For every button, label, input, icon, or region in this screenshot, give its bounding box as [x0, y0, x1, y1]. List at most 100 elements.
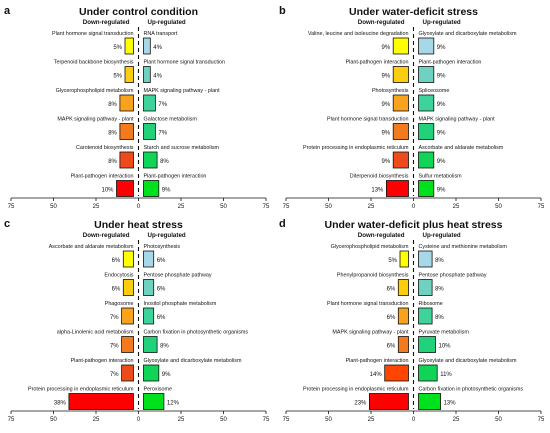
- panel-c-down-bar: [68, 393, 134, 410]
- panel-d-down-header: Down-regulated: [358, 232, 405, 239]
- panel-c-up-label: Photosynthesis: [144, 244, 181, 250]
- panel-c-down-label: Protein processing in endoplasmic reticu…: [28, 387, 134, 393]
- panel-d-down-label: Glycerophospholipid metabolism: [331, 244, 409, 250]
- panel-d-up-pct: 8%: [435, 315, 444, 321]
- panel-c-title: Under heat stress: [94, 219, 183, 231]
- panel-a-down-header: Down-regulated: [83, 19, 130, 26]
- panel-d-down-label: Plant-pathogen interaction: [346, 358, 409, 364]
- panel-c-up-pct: 6%: [157, 258, 166, 264]
- panel-c-up-bar: [143, 279, 155, 296]
- panel-a-down-pct: 10%: [101, 188, 114, 194]
- panel-a-down-pct: 8%: [108, 159, 117, 165]
- panel-d-up-header: Up-regulated: [423, 232, 461, 239]
- panel-a-down-bar: [124, 66, 134, 83]
- panel-d-letter: d: [279, 218, 286, 230]
- panel-c-up-header: Up-regulated: [148, 232, 186, 239]
- panel-d-down-bar: [399, 250, 409, 268]
- panel-b-down-bar: [392, 151, 409, 169]
- panel-d-up-label: Pentose phosphate pathway: [419, 273, 487, 279]
- panel-d-down-label: Phenylpropanoid biosynthesis: [337, 273, 409, 279]
- panel-b-down-bar: [392, 66, 409, 83]
- panel-a-up-label: MAPK signaling pathway - plant: [144, 88, 221, 94]
- panel-b-up-pct: 9%: [437, 159, 446, 165]
- panel-c-down-pct: 7%: [110, 315, 119, 321]
- panel-b-down-label: Protein processing in endoplasmic reticu…: [303, 145, 409, 151]
- panel-a-down-label: MAPK signaling pathway - plant: [57, 117, 134, 123]
- panel-b-up-header: Up-regulated: [423, 19, 461, 26]
- panel-a-up-bar: [143, 180, 160, 197]
- panel-c-up-pct: 6%: [157, 315, 166, 321]
- panel-b-up-label: Plant-pathogen interaction: [419, 60, 482, 66]
- panel-c-down-label: Plant-pathogen interaction: [71, 358, 134, 364]
- panel-c-up-bar: [143, 364, 160, 382]
- panel-b-down-pct: 9%: [382, 45, 391, 51]
- panel-b-up-pct: 9%: [437, 102, 446, 108]
- panel-d-up-pct: 11%: [440, 372, 452, 378]
- panel-b-down-pct: 9%: [382, 131, 391, 137]
- panel-a-x-tick-label: 75: [263, 204, 270, 210]
- panel-b-up-bar: [418, 180, 435, 197]
- panel-d-up-label: Carbon fixation in photosynthetic organi…: [419, 387, 524, 393]
- panel-d-up-bar: [418, 336, 436, 353]
- panel-c-down-pct: 6%: [112, 258, 121, 264]
- panel-b-x-tick-label: 75: [538, 204, 545, 210]
- panel-d-down-bar: [397, 307, 409, 325]
- panel-a-down-pct: 5%: [113, 74, 122, 80]
- panel-c-up-label: Pentose phosphate pathway: [144, 273, 212, 279]
- panel-a-title: Under control condition: [79, 6, 198, 18]
- panel-c-down-bar: [121, 307, 134, 325]
- panel-b-up-pct: 9%: [437, 45, 446, 51]
- panel-d-up-label: Cysteine and methionine metabolism: [419, 244, 508, 250]
- panel-a-up-pct: 4%: [153, 74, 162, 80]
- panel-d-up-pct: 8%: [435, 287, 444, 293]
- panel-a-down-label: Terpenoid backbone biosynthesis: [54, 60, 134, 66]
- panel-b-x-tick-label: 50: [495, 204, 502, 210]
- panel-b-down-pct: 9%: [382, 102, 391, 108]
- panel-d-down-pct: 14%: [370, 372, 383, 378]
- panel-c-up-pct: 12%: [167, 401, 180, 407]
- panel-d-down-pct: 6%: [387, 344, 396, 350]
- panel-c-up-label: Inositol phosphate metabolism: [144, 301, 217, 307]
- panel-c-up-pct: 9%: [162, 372, 171, 378]
- panel-d-down-label: MAPK signaling pathway - plant: [332, 330, 409, 336]
- panel-c-down-header: Down-regulated: [83, 232, 130, 239]
- panel-a-down-label: Plant hormone signal transduction: [52, 31, 134, 37]
- panel-c-x-tick-label: 75: [8, 417, 15, 423]
- panel-d-x-tick-label: 25: [453, 417, 460, 423]
- panel-d-down-bar: [397, 279, 409, 296]
- panel-a-up-bar: [143, 151, 158, 169]
- panel-c-down-bar: [122, 279, 134, 296]
- panel-c-letter: c: [4, 218, 10, 230]
- panel-d-down-label: Protein processing in endoplasmic reticu…: [303, 387, 409, 393]
- panel-a-x-tick-label: 50: [220, 204, 227, 210]
- panel-c-x-tick-label: 75: [263, 417, 270, 423]
- panel-d-up-bar: [418, 279, 433, 296]
- panel-a-down-label: Carotenoid biosynthesis: [76, 145, 134, 151]
- panel-b-down-bar: [392, 37, 409, 55]
- panel-c-down-pct: 7%: [110, 372, 119, 378]
- panel-b-up-bar: [418, 123, 435, 140]
- panel-b-title: Under water-deficit stress: [349, 6, 478, 18]
- panel-a-down-bar: [119, 123, 134, 140]
- panel-d-x-tick-label: 75: [283, 417, 290, 423]
- panel-c-up-pct: 8%: [160, 344, 169, 350]
- panel-b-down-label: Plant-pathogen interaction: [346, 60, 409, 66]
- panel-b-down-pct: 9%: [382, 74, 391, 80]
- panel-b-down-label: Photosynthesis: [372, 88, 409, 94]
- panel-d-x-tick-label: 75: [538, 417, 545, 423]
- panel-c-x-tick-label: 25: [93, 417, 100, 423]
- panel-a-down-bar: [119, 151, 134, 169]
- panel-b-up-label: MAPK signaling pathway - plant: [419, 117, 496, 123]
- panel-b-up-pct: 9%: [437, 74, 446, 80]
- panel-a-up-label: Starch and sucrose metabolism: [144, 145, 220, 151]
- panel-a-up-pct: 7%: [158, 102, 167, 108]
- panel-d-up-label: Glyoxylate and dicarboxylate metabolism: [419, 358, 517, 364]
- panel-d-up-label: Pyruvate metabolism: [419, 330, 470, 336]
- panel-c-x-tick-label: 25: [178, 417, 185, 423]
- panel-c-x-tick-label: 50: [220, 417, 227, 423]
- panel-b-down-label: Diterpenoid biosynthesis: [350, 174, 409, 180]
- panel-c-down-pct: 38%: [54, 401, 67, 407]
- panel-a-down-label: Plant-pathogen interaction: [71, 174, 134, 180]
- panel-a-up-pct: 7%: [158, 131, 167, 137]
- panel-d-down-bar: [384, 364, 409, 382]
